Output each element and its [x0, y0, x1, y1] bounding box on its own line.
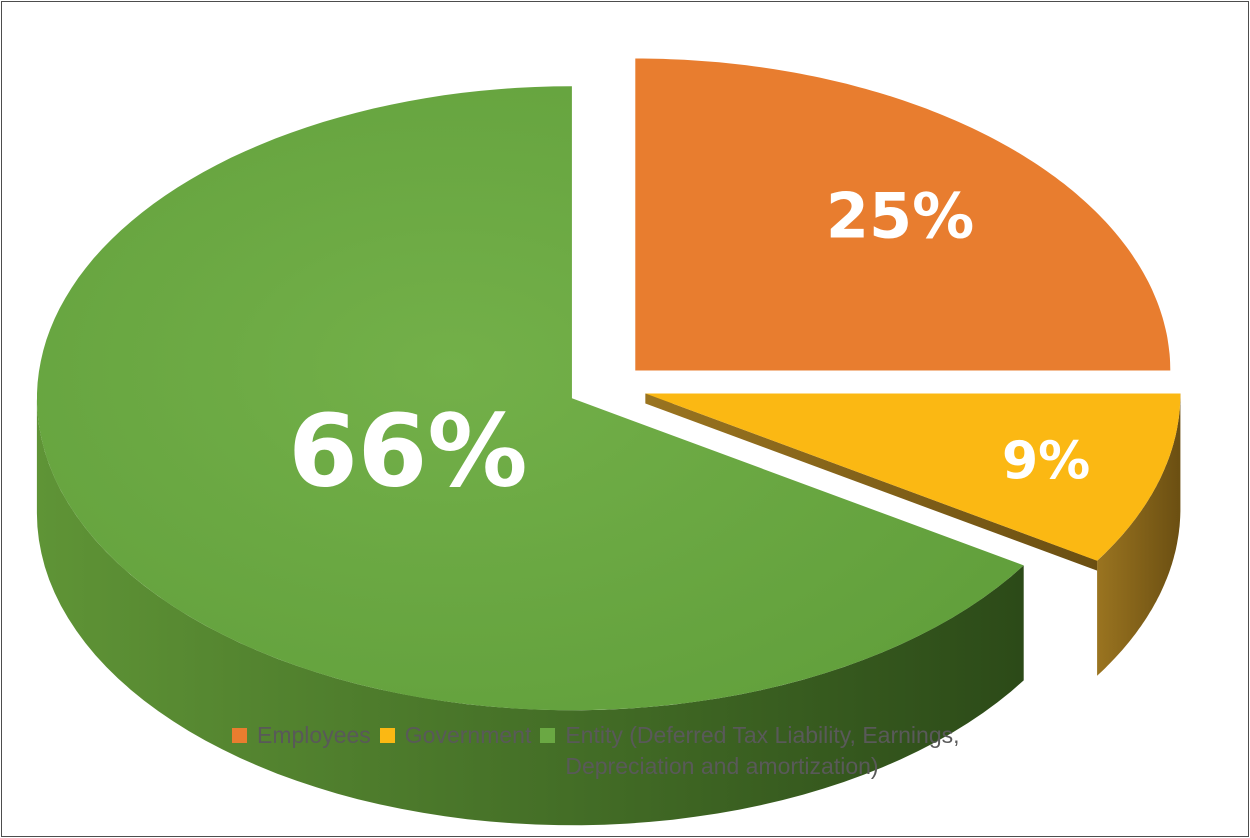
pie-side-entity: [36, 398, 1024, 826]
pie-edge-government: [645, 393, 1098, 571]
legend-swatch-government: [379, 728, 395, 743]
legend-label-government: Government: [404, 722, 532, 748]
legend-label-employees: Employees: [257, 722, 371, 748]
legend-label-entity: Entity (Deferred Tax Liability, Earnings…: [565, 722, 960, 779]
pie-labels: 25% 9% 66%: [288, 180, 1090, 510]
legend-item-entity: Entity (Deferred Tax Liability, Earnings…: [540, 720, 1085, 782]
legend-swatch-entity: [540, 728, 556, 743]
data-label-government: 9%: [1002, 431, 1090, 491]
legend-item-government: Government: [379, 720, 532, 751]
chart-legend: Employees Government Entity (Deferred Ta…: [232, 720, 1094, 782]
legend-swatch-employees: [232, 728, 247, 743]
data-label-employees: 25%: [826, 180, 974, 253]
legend-item-employees: Employees: [232, 720, 371, 751]
pie-slice-employees: [635, 58, 1171, 371]
pie-tops: [37, 58, 1181, 711]
pie-side-government: [1097, 393, 1181, 676]
data-label-entity: 66%: [288, 392, 527, 509]
pie-slice-entity: [37, 86, 1024, 711]
pie-slice-government: [645, 393, 1181, 561]
